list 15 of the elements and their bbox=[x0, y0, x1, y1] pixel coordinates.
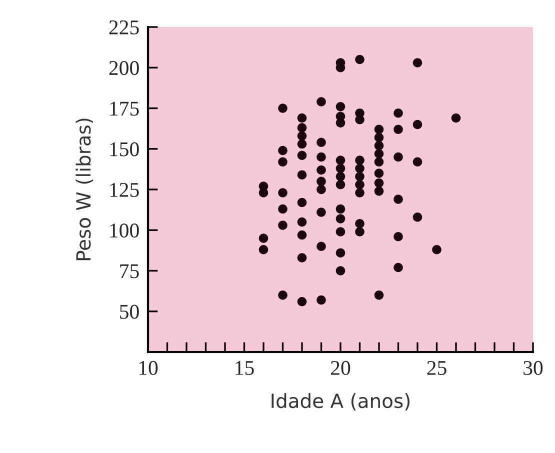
x-axis-title: Idade A (anos) bbox=[272, 393, 410, 410]
y-tick-label: 125 bbox=[110, 182, 139, 197]
y-tick-label: 225 bbox=[109, 20, 139, 34]
x-tick-label: 30 bbox=[524, 360, 543, 375]
y-tick-label: 150 bbox=[110, 142, 139, 156]
y-tick-label: 75 bbox=[120, 264, 139, 278]
y-tick-label: 100 bbox=[110, 224, 139, 238]
y-tick-label: 200 bbox=[109, 61, 139, 76]
y-axis-title: Peso W (libras) bbox=[76, 118, 94, 260]
x-tick-label: 10 bbox=[139, 360, 158, 375]
x-tick-label: 15 bbox=[236, 361, 254, 375]
y-tick-label: 175 bbox=[110, 102, 139, 116]
y-tick-label: 50 bbox=[120, 304, 139, 319]
x-tick-label: 20 bbox=[331, 360, 350, 375]
x-tick-label: 25 bbox=[427, 360, 446, 375]
